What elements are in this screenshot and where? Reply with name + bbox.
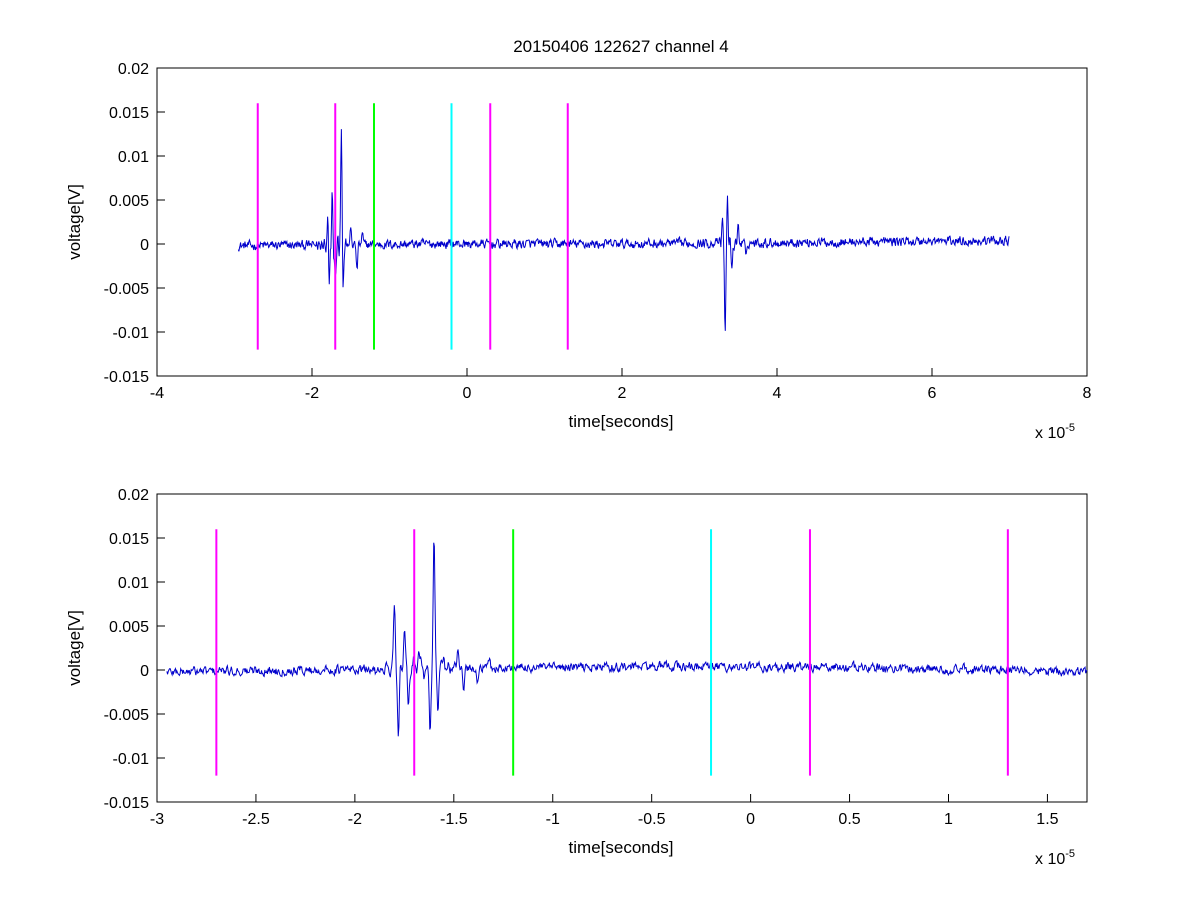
chart-bottom-y-label: voltage[V] xyxy=(65,610,84,686)
chart-bottom-x-tick-label: -0.5 xyxy=(638,811,666,828)
chart-top-x-exponent: x 10-5 xyxy=(1035,422,1075,442)
chart-top-y-label: voltage[V] xyxy=(65,184,84,260)
chart-bottom-x-tick-label: -2.5 xyxy=(242,811,270,828)
chart-bottom: -3 -2.5 -2 -1.5 -1 -0.5 0 0.5 1 1.5 -0.015 -0.01 -0.… xyxy=(65,487,1088,868)
chart-top-y-tick-label: 0 xyxy=(140,237,149,254)
chart-bottom-y-tick-label: -0.005 xyxy=(104,707,149,724)
chart-bottom-y-tick-label: -0.01 xyxy=(113,751,150,768)
chart-bottom-x-tick-label: -1.5 xyxy=(440,811,468,828)
chart-bottom-x-label: time[seconds] xyxy=(569,838,674,857)
chart-bottom-plot-area: -3 -2.5 -2 -1.5 -1 -0.5 0 0.5 1 1.5 -0.015 -0.01 -0.… xyxy=(104,487,1088,828)
chart-top-y-tick-label: -0.015 xyxy=(104,369,149,386)
chart-top-x-tick-label: 6 xyxy=(928,385,937,402)
chart-bottom-y-tick-label: 0.005 xyxy=(109,619,149,636)
chart-bottom-y-tick-label: 0 xyxy=(140,663,149,680)
chart-top-y-tick-label: -0.01 xyxy=(113,325,150,342)
chart-bottom-x-tick-label: 1.5 xyxy=(1036,811,1058,828)
chart-top: 20150406 122627 channel 4 -4 -2 0 2 4 6 8 -0.01… xyxy=(65,37,1092,442)
chart-bottom-y-tick-label: 0.015 xyxy=(109,531,149,548)
chart-bottom-x-tick-label: -1 xyxy=(546,811,560,828)
chart-bottom-signal-line xyxy=(166,542,1088,737)
chart-top-y-tick-label: -0.005 xyxy=(104,281,149,298)
chart-top-x-tick-label: 4 xyxy=(773,385,782,402)
chart-top-x-label: time[seconds] xyxy=(569,412,674,431)
chart-bottom-axes-box xyxy=(156,493,1088,803)
chart-top-x-tick-label: 2 xyxy=(618,385,627,402)
chart-top-x-tick-label: -4 xyxy=(150,385,164,402)
chart-bottom-x-exponent: x 10-5 xyxy=(1035,848,1075,868)
chart-top-y-tick-label: 0.005 xyxy=(109,193,149,210)
chart-bottom-y-tick-label: 0.02 xyxy=(118,487,149,504)
chart-bottom-x-tick-label: -2 xyxy=(348,811,362,828)
chart-bottom-x-tick-label: -3 xyxy=(150,811,164,828)
chart-bottom-x-tick-label: 1 xyxy=(944,811,953,828)
chart-top-x-tick-label: -2 xyxy=(305,385,319,402)
chart-top-x-tick-label: 8 xyxy=(1083,385,1092,402)
chart-bottom-y-tick-label: -0.015 xyxy=(104,795,149,812)
chart-top-plot-area: -4 -2 0 2 4 6 8 -0.015 -0.01 -0.005 0 0.005 0.01 0.01… xyxy=(104,61,1092,402)
chart-top-x-tick-label: 0 xyxy=(463,385,472,402)
chart-top-y-tick-label: 0.02 xyxy=(118,61,149,78)
chart-top-y-tick-label: 0.015 xyxy=(109,105,149,122)
chart-bottom-x-tick-label: 0 xyxy=(746,811,755,828)
chart-bottom-x-tick-label: 0.5 xyxy=(838,811,860,828)
chart-bottom-y-tick-label: 0.01 xyxy=(118,575,149,592)
chart-top-signal-line xyxy=(237,129,1010,331)
chart-top-y-tick-label: 0.01 xyxy=(118,149,149,166)
chart-top-title: 20150406 122627 channel 4 xyxy=(513,37,729,56)
